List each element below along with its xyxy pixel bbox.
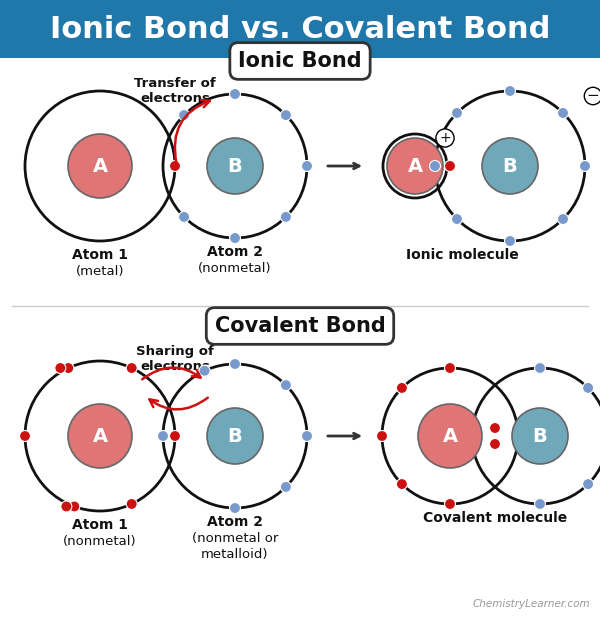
Circle shape [445,160,455,171]
Circle shape [207,408,263,464]
Circle shape [229,358,241,369]
Text: metalloid): metalloid) [201,548,269,561]
Circle shape [19,430,31,442]
Text: A: A [92,156,107,176]
Circle shape [170,160,181,171]
Circle shape [61,501,72,512]
Text: Covalent molecule: Covalent molecule [423,511,567,525]
Text: (nonmetal or: (nonmetal or [192,532,278,545]
Circle shape [490,438,500,450]
Text: Ionic molecule: Ionic molecule [406,248,519,262]
Circle shape [302,160,313,171]
Circle shape [179,109,190,120]
Circle shape [69,501,80,512]
Text: Atom 1: Atom 1 [72,248,128,262]
Text: B: B [227,427,242,445]
Circle shape [583,383,593,394]
Circle shape [505,86,515,96]
Text: B: B [533,427,547,445]
Circle shape [535,499,545,509]
Text: Atom 1: Atom 1 [72,518,128,532]
Circle shape [68,404,132,468]
Circle shape [580,160,590,171]
Circle shape [505,235,515,247]
Circle shape [126,363,137,373]
Circle shape [377,430,388,442]
Text: (metal): (metal) [76,265,124,278]
Text: B: B [227,156,242,176]
Text: (nonmetal): (nonmetal) [63,535,137,548]
Circle shape [451,214,463,225]
Circle shape [179,211,190,222]
Circle shape [280,211,292,222]
FancyArrowPatch shape [175,100,210,163]
Text: Atom 2: Atom 2 [207,515,263,529]
Text: A: A [92,427,107,445]
Circle shape [55,363,66,373]
FancyArrowPatch shape [149,397,208,409]
Circle shape [387,138,443,194]
Circle shape [482,138,538,194]
Circle shape [557,214,569,225]
Circle shape [445,499,455,509]
Text: +: + [439,131,451,145]
Text: Transfer of
electrons: Transfer of electrons [134,77,216,105]
Text: (nonmetal): (nonmetal) [198,262,272,275]
Text: B: B [503,156,517,176]
Circle shape [418,404,482,468]
Circle shape [535,363,545,373]
Circle shape [583,479,593,489]
FancyArrowPatch shape [142,368,200,379]
Circle shape [557,107,569,119]
Text: Sharing of
electrons: Sharing of electrons [136,345,214,373]
Bar [0,0,600,58]
Text: Ionic Bond vs. Covalent Bond: Ionic Bond vs. Covalent Bond [50,14,550,43]
Circle shape [280,481,292,492]
Circle shape [68,134,132,198]
Circle shape [451,107,463,119]
Text: Ionic Bond: Ionic Bond [238,51,362,71]
Text: ChemistryLearner.com: ChemistryLearner.com [472,599,590,609]
Circle shape [490,422,500,433]
Circle shape [229,502,241,514]
Circle shape [199,365,210,376]
Text: −: − [587,89,599,104]
Circle shape [63,363,74,373]
Circle shape [397,383,407,394]
Circle shape [170,430,181,442]
Circle shape [302,430,313,442]
Circle shape [280,109,292,120]
Circle shape [126,499,137,509]
Circle shape [512,408,568,464]
Text: A: A [407,156,422,176]
Text: Covalent Bond: Covalent Bond [215,316,385,336]
Circle shape [229,232,241,243]
Circle shape [445,363,455,373]
Circle shape [207,138,263,194]
Circle shape [397,479,407,489]
Text: Atom 2: Atom 2 [207,245,263,259]
Circle shape [157,430,169,442]
Circle shape [430,160,440,171]
Text: A: A [442,427,458,445]
Circle shape [280,379,292,391]
Circle shape [229,89,241,99]
